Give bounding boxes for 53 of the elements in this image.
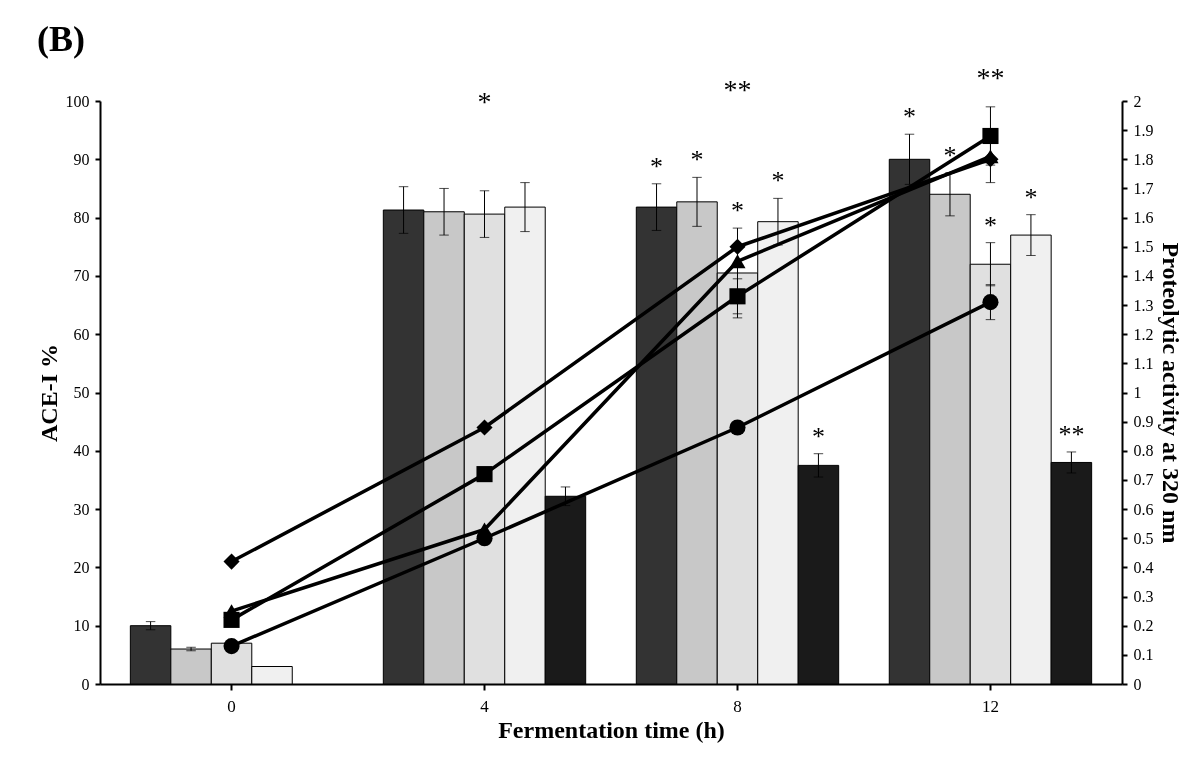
y-axis-title: ACE-I % xyxy=(35,343,62,443)
y2-tick-label: 0.9 xyxy=(1133,413,1154,431)
y2-tick-label: 1.2 xyxy=(1133,325,1154,343)
data-label: * xyxy=(1024,182,1038,212)
annotation: * xyxy=(477,86,492,117)
y-tick-label: 100 xyxy=(65,92,90,110)
data-label: * xyxy=(730,196,744,226)
y2-tick-label: 0 xyxy=(1133,675,1142,693)
data-label: * xyxy=(943,140,957,170)
y-tick-label: 70 xyxy=(73,267,90,285)
y-tick-label: 50 xyxy=(73,384,90,401)
data-label: * xyxy=(811,421,825,451)
y-tick-label: 20 xyxy=(73,558,90,576)
data-label: * xyxy=(903,102,916,132)
y-tick-label: 30 xyxy=(73,500,90,518)
annotation: ** xyxy=(723,74,752,105)
y2-tick-label: 1.4 xyxy=(1133,267,1154,285)
y2-tick-label: 1.6 xyxy=(1133,209,1154,227)
y2-tick-label: 0.4 xyxy=(1133,558,1154,576)
data-label: * xyxy=(690,145,704,175)
y2-tick-label: 0.6 xyxy=(1133,500,1154,518)
y2-tick-label: 0.5 xyxy=(1133,529,1154,547)
x-tick-label: 0 xyxy=(227,696,236,716)
y2-tick-label: 0.3 xyxy=(1133,588,1154,606)
text: ** xyxy=(976,62,1005,93)
y-tick-label: 60 xyxy=(73,325,90,343)
y2-tick-label: 0.8 xyxy=(1133,442,1154,460)
y2-tick-label: 1 xyxy=(1133,384,1142,401)
chart-title: (B) xyxy=(37,19,85,59)
y2-axis-title: Proteolytic activity at 320 nm xyxy=(1157,242,1184,544)
y2-tick-label: 1.1 xyxy=(1133,354,1154,372)
y-tick-label: 10 xyxy=(73,617,90,635)
y2-tick-label: 1.7 xyxy=(1133,179,1154,197)
y-tick-label: 0 xyxy=(81,675,90,693)
y2-tick-label: 0.1 xyxy=(1133,646,1154,664)
data-label: * xyxy=(650,151,664,181)
y2-tick-label: 0.7 xyxy=(1133,471,1154,489)
y2-tick-label: 1.5 xyxy=(1133,238,1154,256)
x-tick-label: 8 xyxy=(733,696,742,716)
x-tick-label: 4 xyxy=(480,696,490,716)
y2-tick-label: 1.8 xyxy=(1133,150,1154,168)
x-axis-title: Fermentation time (h) xyxy=(498,716,725,743)
y-tick-label: 80 xyxy=(73,209,90,227)
y2-tick-label: 1.9 xyxy=(1133,121,1154,139)
y2-tick-label: 2 xyxy=(1133,92,1142,110)
data-label: * xyxy=(771,166,785,196)
data-label: * xyxy=(983,210,997,240)
y2-tick-label: 0.2 xyxy=(1133,617,1154,635)
y2-tick-label: 1.3 xyxy=(1133,296,1154,314)
y-tick-label: 40 xyxy=(73,442,90,460)
x-tick-label: 12 xyxy=(981,696,999,716)
data-label: ** xyxy=(1058,419,1085,449)
y-tick-label: 90 xyxy=(73,150,90,168)
